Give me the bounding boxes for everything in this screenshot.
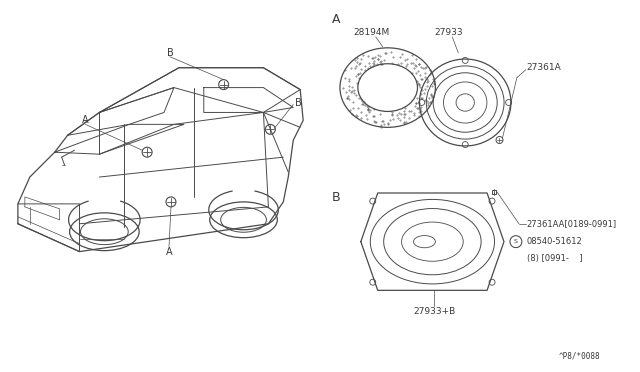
Text: S: S bbox=[514, 239, 518, 244]
Text: 27933+B: 27933+B bbox=[413, 307, 456, 316]
Text: A: A bbox=[166, 247, 172, 257]
Text: 28194M: 28194M bbox=[354, 28, 390, 38]
Text: 27361AA[0189-0991]: 27361AA[0189-0991] bbox=[527, 219, 617, 228]
Text: ^P8/*0088: ^P8/*0088 bbox=[559, 352, 600, 360]
Text: B: B bbox=[166, 48, 173, 58]
Text: 27933: 27933 bbox=[434, 28, 463, 38]
Text: (8) [0991-    ]: (8) [0991- ] bbox=[527, 254, 582, 263]
Text: B: B bbox=[295, 97, 301, 108]
Text: 08540-51612: 08540-51612 bbox=[527, 237, 582, 246]
Text: A: A bbox=[332, 13, 340, 26]
Text: 27361A: 27361A bbox=[527, 63, 561, 72]
Text: B: B bbox=[332, 190, 340, 203]
Text: A: A bbox=[82, 115, 89, 125]
